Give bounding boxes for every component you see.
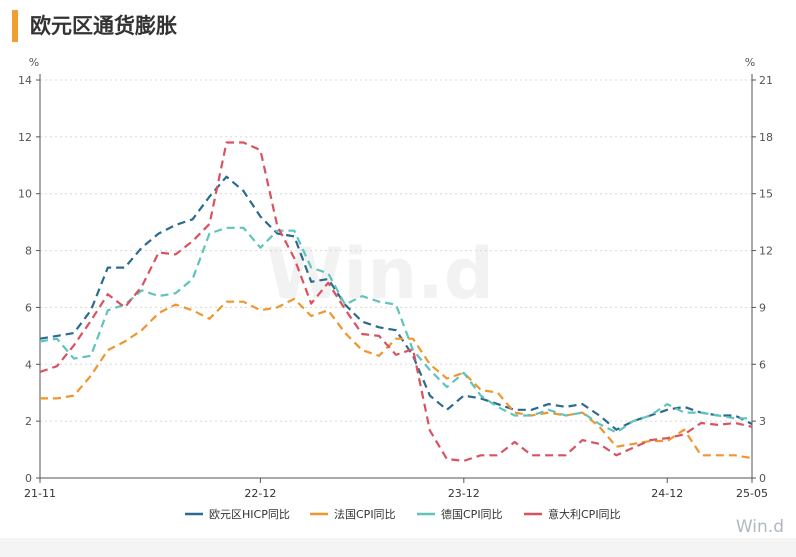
left-tick-label: 12	[18, 131, 32, 144]
x-tick-label: 23-12	[448, 487, 480, 500]
series-line	[40, 297, 753, 460]
legend: 欧元区HICP同比 法国CPI同比 德国CPI同比 意大利CPI同比	[185, 507, 621, 521]
legend-label: 德国CPI同比	[441, 507, 503, 521]
right-axis-unit: %	[745, 56, 755, 69]
page-title: 欧元区通货膨胀	[30, 14, 177, 38]
left-tick-label: 14	[18, 74, 32, 87]
left-axis-unit: %	[29, 56, 39, 69]
right-tick-label: 18	[759, 131, 773, 144]
x-tick-label: 21-11	[24, 487, 56, 500]
series-line	[39, 175, 753, 431]
legend-label: 欧元区HICP同比	[209, 508, 290, 521]
x-tick-label: 22-12	[244, 487, 276, 500]
left-tick-label: 4	[25, 358, 32, 371]
x-tick-label: 24-12	[651, 487, 683, 500]
title-accent-bar	[12, 10, 18, 42]
left-tick-label: 6	[25, 301, 32, 314]
legend-label: 意大利CPI同比	[548, 507, 621, 521]
series-line	[39, 226, 752, 434]
x-tick-label: 25-05	[736, 487, 768, 500]
bottom-strip	[0, 538, 796, 557]
right-tick-label: 0	[759, 472, 766, 485]
right-tick-label: 6	[759, 358, 766, 371]
right-tick-label: 12	[759, 245, 773, 258]
legend-label: 法国CPI同比	[334, 507, 396, 521]
right-tick-label: 3	[759, 415, 766, 428]
left-tick-label: 10	[18, 188, 32, 201]
left-tick-label: 0	[25, 472, 32, 485]
left-tick-label: 8	[25, 245, 32, 258]
axes: 0 2 4 6 8 10 12 14 0 3 6 9 12 15 18 21% % 21-11 22-12 23-12…	[18, 56, 773, 500]
right-tick-label: 15	[759, 188, 773, 201]
series-lines	[39, 141, 753, 462]
series-line	[39, 141, 753, 462]
gridlines	[40, 79, 752, 422]
right-tick-label: 9	[759, 301, 766, 314]
logo: Win.d	[736, 517, 784, 537]
left-tick-label: 2	[25, 415, 32, 428]
right-tick-label: 21	[759, 74, 773, 87]
